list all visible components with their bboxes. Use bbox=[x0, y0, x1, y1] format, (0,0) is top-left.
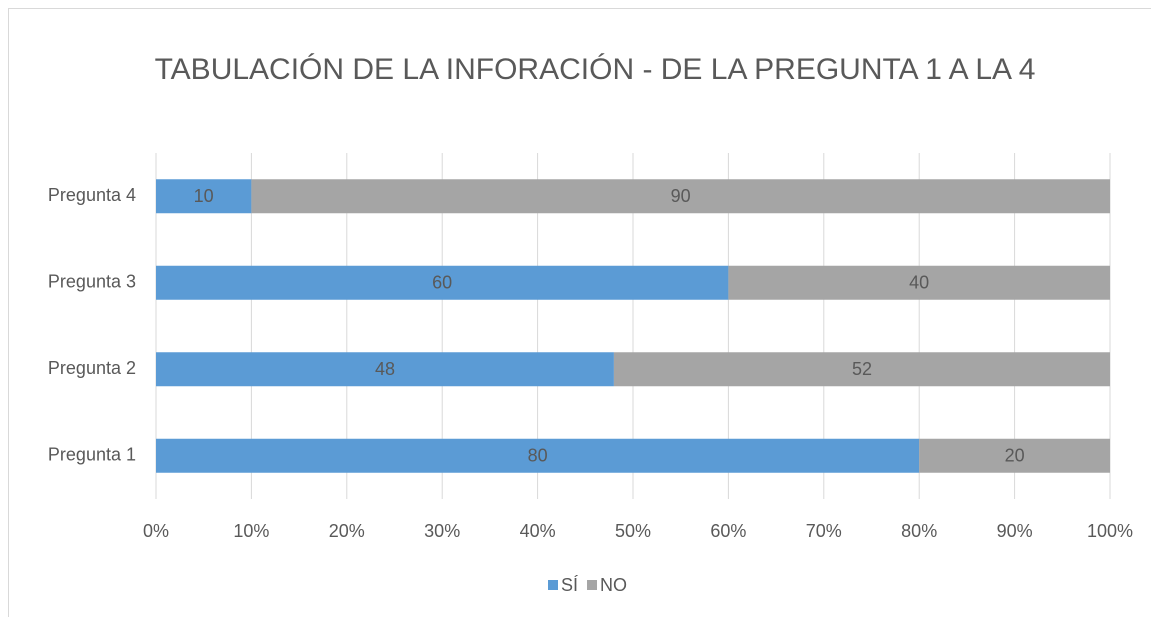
x-tick-label: 100% bbox=[1087, 521, 1133, 541]
x-tick-label: 30% bbox=[424, 521, 460, 541]
bar-segment bbox=[919, 438, 1110, 473]
y-tick-label: Pregunta 4 bbox=[48, 185, 136, 205]
x-tick-label: 70% bbox=[806, 521, 842, 541]
bar-segment bbox=[156, 352, 614, 387]
x-tick-label: 0% bbox=[143, 521, 169, 541]
data-label: 40 bbox=[909, 273, 929, 293]
bar-segment bbox=[613, 352, 1110, 387]
x-tick-label: 10% bbox=[233, 521, 269, 541]
legend-label: NO bbox=[600, 575, 627, 595]
data-label: 90 bbox=[671, 186, 691, 206]
data-label: 20 bbox=[1005, 446, 1025, 466]
y-tick-label: Pregunta 1 bbox=[48, 445, 136, 465]
bar-segment bbox=[251, 179, 1110, 214]
data-label: 10 bbox=[194, 186, 214, 206]
data-label: 60 bbox=[432, 273, 452, 293]
bar-segment bbox=[156, 265, 729, 300]
legend-swatch bbox=[548, 580, 558, 590]
bar-segment bbox=[728, 265, 1110, 300]
x-tick-label: 40% bbox=[520, 521, 556, 541]
legend-label: SÍ bbox=[561, 575, 578, 595]
bar-segment bbox=[156, 438, 920, 473]
x-tick-label: 20% bbox=[329, 521, 365, 541]
y-tick-label: Pregunta 2 bbox=[48, 358, 136, 378]
y-tick-label: Pregunta 3 bbox=[48, 272, 136, 292]
legend-swatch bbox=[587, 580, 598, 590]
x-tick-label: 80% bbox=[901, 521, 937, 541]
x-tick-label: 60% bbox=[710, 521, 746, 541]
data-label: 48 bbox=[375, 359, 395, 379]
data-label: 80 bbox=[528, 446, 548, 466]
data-label: 52 bbox=[852, 359, 872, 379]
x-tick-label: 90% bbox=[997, 521, 1033, 541]
bar-segment bbox=[156, 179, 252, 214]
x-tick-label: 50% bbox=[615, 521, 651, 541]
chart-border bbox=[8, 8, 1151, 617]
chart-title: TABULACIÓN DE LA INFORACIÓN - DE LA PREG… bbox=[154, 53, 1036, 86]
